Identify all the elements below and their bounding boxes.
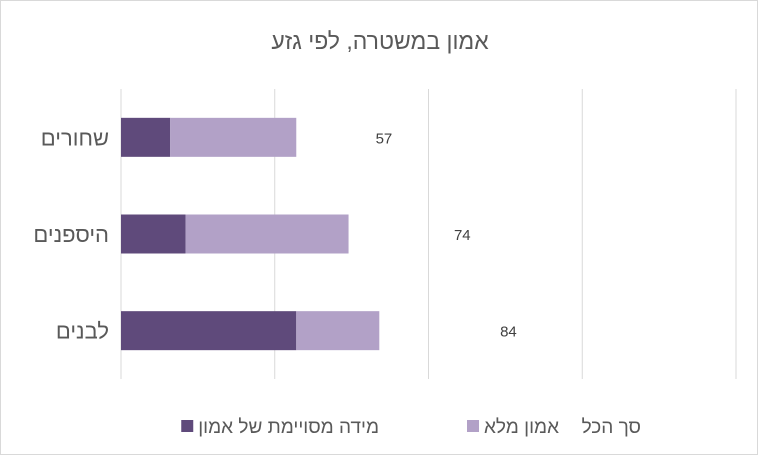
legend-label: אמון מלא: [484, 417, 559, 438]
legend-label: סך הכל: [582, 417, 641, 438]
legend-label: מידה מסויימת של אמון: [198, 417, 379, 438]
category-label: לבנים: [56, 319, 109, 344]
data-label: 57: [376, 130, 393, 147]
bar-segment: [121, 214, 186, 254]
category-label: שחורים: [41, 125, 109, 150]
bar-segment: [296, 311, 380, 351]
data-label: 84: [500, 324, 517, 341]
bar-segment: [185, 214, 349, 254]
category-label: היספנים: [33, 222, 109, 247]
legend-swatch: [181, 420, 194, 432]
chart-title: אמון במשטרה, לפי גזע: [271, 28, 489, 54]
bar-segment: [170, 117, 297, 157]
bar-segment: [121, 311, 297, 351]
data-label: 74: [454, 227, 471, 244]
bar-segment: [121, 117, 171, 157]
legend-swatch: [467, 420, 479, 432]
